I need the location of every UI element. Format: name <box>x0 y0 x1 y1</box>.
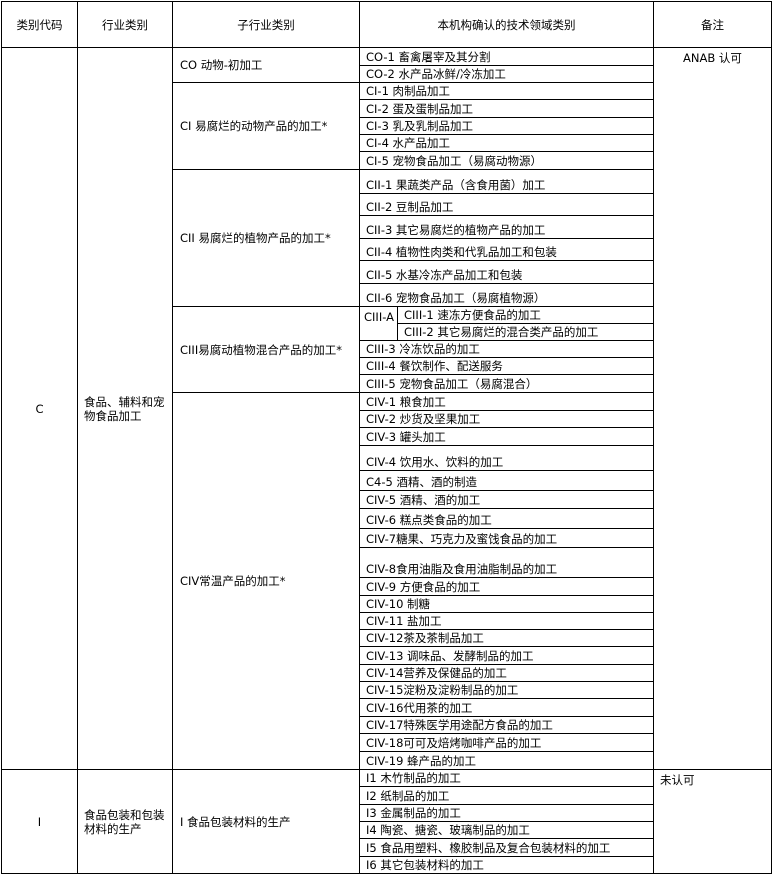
technical-field-item: CIV-10 制糖 <box>359 595 654 613</box>
table-row: CII-3 其它易腐烂的植物产品的加工 <box>2 215 772 239</box>
technical-field-item: CIV-2 炒货及坚果加工 <box>359 410 654 428</box>
technical-field-item: CIV-12茶及茶制品加工 <box>359 629 654 647</box>
technical-field-item: CII-6 宠物食品加工（易腐植物源） <box>359 283 654 307</box>
technical-field-item: CI-1 肉制品加工 <box>359 82 654 100</box>
technical-field-item: CIV-19 蜂产品的加工 <box>359 751 654 770</box>
technical-field-item: CIV-9 方便食品的加工 <box>359 577 654 596</box>
technical-field-item: CIV-17特殊医学用途配方食品的加工 <box>359 716 654 734</box>
category-code: I <box>1 769 78 874</box>
technical-field-item: CIV-4 饮用水、饮料的加工 <box>359 445 654 471</box>
sub-industry-category: I 食品包装材料的生产 <box>172 769 360 874</box>
table-row: I3 金属制品的加工 <box>2 804 772 822</box>
accreditation-note: 未认可 <box>653 769 772 874</box>
table-row: CIII-5 宠物食品加工（易腐混合） <box>2 374 772 393</box>
technical-field-item: CIII-3 冷冻饮品的加工 <box>359 340 654 358</box>
table-row: CIII易腐动植物混合产品的加工* CIII-A CIII-1 速冻方便食品的加工 <box>2 306 772 393</box>
sub-industry-category: CI 易腐烂的动物产品的加工* <box>172 82 360 170</box>
technical-field-item: CIV-18可可及焙烤咖啡产品的加工 <box>359 733 654 752</box>
technical-field-item: CIV-7糖果、巧克力及蜜饯食品的加工 <box>359 528 654 548</box>
category-code: C <box>1 47 78 770</box>
industry-category: 食品、辅料和宠物食品加工 <box>77 47 173 770</box>
header-notes: 备注 <box>653 1 772 48</box>
table-row: C 食品、辅料和宠物食品加工 CO 动物-初加工 CO-1 畜禽屠宰及其分割 ANAB … <box>1 47 772 770</box>
technical-field-item: CO-2 水产品冰鲜/冷冻加工 <box>359 65 654 83</box>
sub-industry-category: CIV常温产品的加工* <box>172 392 360 770</box>
technical-field-item: CII-3 其它易腐烂的植物产品的加工 <box>359 215 654 239</box>
technical-field-item: CO-1 畜禽屠宰及其分割 <box>359 47 654 66</box>
technical-field-item: CIII-2 其它易腐烂的混合类产品的加工 <box>397 323 654 341</box>
technical-field-item: CIII-5 宠物食品加工（易腐混合） <box>359 374 654 393</box>
technical-field-item: CIV-5 酒精、酒的加工 <box>359 490 654 509</box>
table-row: I5 食品用塑料、橡胶制品及复合包装材料的加工 <box>2 838 772 857</box>
table-row: CII-4 植物性肉类和代乳品加工和包装 <box>2 238 772 261</box>
technical-field-item: CII-1 果蔬类产品（含食用菌）加工 <box>359 169 654 194</box>
technical-field-item: CIV-16代用茶的加工 <box>359 698 654 717</box>
technical-field-item: CIV-14营养及保健品的加工 <box>359 664 654 682</box>
technical-field-item: CIV-8食用油脂及食用油脂制品的加工 <box>359 547 654 578</box>
table-row: I 食品包装和包装材料的生产 I 食品包装材料的生产 I1 木竹制品的加工 未认可 <box>1 769 772 874</box>
technical-field-item: CIV-3 罐头加工 <box>359 427 654 446</box>
table-body: C 食品、辅料和宠物食品加工 CO 动物-初加工 CO-1 畜禽屠宰及其分割 ANAB … <box>1 47 772 874</box>
header-row: 类别代码 行业类别 子行业类别 本机构确认的技术领域类别 备注 <box>1 1 772 48</box>
technical-field-item: I3 金属制品的加工 <box>359 804 654 822</box>
table-row: CIV-10 制糖 <box>2 595 772 613</box>
technical-field-item: I1 木竹制品的加工 <box>359 769 654 787</box>
table-row: CIV-4 饮用水、饮料的加工 <box>2 445 772 471</box>
technical-field-item: CI-5 宠物食品加工（易腐动物源） <box>359 151 654 170</box>
technical-field-item: CIV-15淀粉及淀粉制品的加工 <box>359 681 654 699</box>
table-row: CIV-16代用茶的加工 <box>2 698 772 717</box>
technical-field-item: I2 纸制品的加工 <box>359 786 654 805</box>
industry-category: 食品包装和包装材料的生产 <box>77 769 173 874</box>
technical-field-item: CIV-6 糕点类食品的加工 <box>359 508 654 529</box>
technical-field-item: CIV-11 盐加工 <box>359 612 654 630</box>
technical-field-group: CIII-A <box>359 306 398 341</box>
technical-field-item: CII-4 植物性肉类和代乳品加工和包装 <box>359 238 654 261</box>
header-category-code: 类别代码 <box>1 1 78 48</box>
technical-field-item: CIV-1 粮食加工 <box>359 392 654 411</box>
technical-field-item: CIII-4 餐饮制作、配送服务 <box>359 357 654 375</box>
technical-field-item: I5 食品用塑料、橡胶制品及复合包装材料的加工 <box>359 838 654 857</box>
sub-industry-category: CII 易腐烂的植物产品的加工* <box>172 169 360 307</box>
table-row: CII-5 水基冷冻产品加工和包装 <box>2 260 772 284</box>
technical-field-item: C4-5 酒精、酒的制造 <box>359 470 654 491</box>
table-row: CIV-13 调味品、发酵制品的加工 <box>2 646 772 665</box>
table-row: I2 纸制品的加工 <box>2 786 772 805</box>
header-industry: 行业类别 <box>77 1 173 48</box>
technical-field-item: CII-5 水基冷冻产品加工和包装 <box>359 260 654 284</box>
header-sub-industry: 子行业类别 <box>172 1 360 48</box>
technical-field-item: CI-4 水产品加工 <box>359 134 654 152</box>
technical-field-item: I4 陶瓷、搪瓷、玻璃制品的加工 <box>359 821 654 839</box>
technical-field-item: CII-2 豆制品加工 <box>359 193 654 216</box>
technical-field-item: CIII-1 速冻方便食品的加工 <box>397 306 654 324</box>
table-row: I6 其它包装材料的加工 <box>2 856 772 874</box>
technical-field-item: CIV-13 调味品、发酵制品的加工 <box>359 646 654 665</box>
technical-field-item: CI-2 蛋及蛋制品加工 <box>359 99 654 118</box>
table-row: C4-5 酒精、酒的制造 <box>2 470 772 491</box>
technical-field-item: I6 其它包装材料的加工 <box>359 856 654 874</box>
table-row: CIV常温产品的加工* CIV-1 粮食加工 <box>2 392 772 770</box>
sub-industry-category: CO 动物-初加工 <box>172 47 360 83</box>
header-technical-field: 本机构确认的技术领域类别 <box>359 1 654 48</box>
sub-industry-category: CIII易腐动植物混合产品的加工* <box>172 306 360 393</box>
table-row: CIV-15淀粉及淀粉制品的加工 <box>2 681 772 699</box>
technical-field-item: CI-3 乳及乳制品加工 <box>359 117 654 135</box>
accreditation-note: ANAB 认可 <box>653 47 772 770</box>
table-row: CI-3 乳及乳制品加工 <box>2 117 772 135</box>
